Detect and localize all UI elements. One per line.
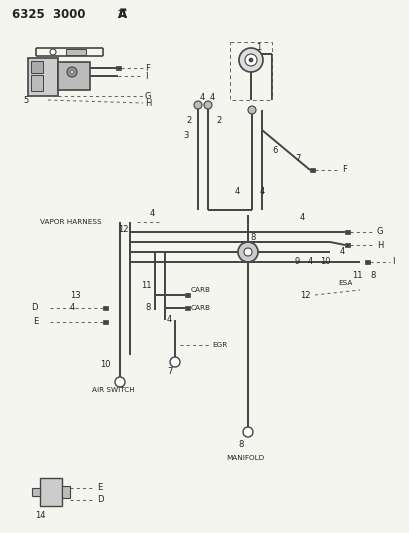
Bar	[31, 61, 43, 73]
Text: 4: 4	[339, 247, 344, 256]
Text: 8: 8	[145, 303, 150, 312]
Text: F: F	[341, 166, 346, 174]
Text: 9: 9	[294, 257, 299, 266]
Circle shape	[243, 248, 252, 256]
Bar	[28, 58, 58, 96]
Circle shape	[248, 58, 252, 62]
Text: 8: 8	[369, 271, 375, 279]
Text: 12: 12	[299, 290, 310, 300]
Circle shape	[247, 106, 255, 114]
Circle shape	[50, 49, 56, 55]
Text: A: A	[118, 7, 127, 20]
Bar	[344, 230, 349, 234]
Text: 6325  3000: 6325 3000	[12, 7, 85, 20]
Text: 6: 6	[271, 146, 277, 155]
Text: 12: 12	[118, 225, 128, 235]
Text: 8: 8	[237, 440, 243, 449]
Text: 13: 13	[70, 290, 81, 300]
Text: 4: 4	[166, 316, 172, 325]
Text: F: F	[145, 63, 150, 72]
Bar	[32, 488, 40, 496]
Text: 10: 10	[319, 257, 330, 266]
Text: E: E	[97, 483, 102, 492]
Text: 4: 4	[200, 93, 205, 101]
Circle shape	[115, 377, 125, 387]
Circle shape	[67, 67, 77, 77]
Text: AIR SWITCH: AIR SWITCH	[92, 387, 135, 393]
Bar	[66, 49, 86, 55]
Text: CARB: CARB	[191, 287, 211, 293]
Circle shape	[70, 70, 74, 74]
Bar	[364, 260, 369, 264]
Text: ESA: ESA	[337, 280, 351, 286]
Text: 4: 4	[299, 213, 305, 222]
Bar	[184, 306, 189, 310]
Circle shape	[245, 54, 256, 66]
Text: 4: 4	[307, 257, 312, 266]
Text: CARB: CARB	[191, 305, 211, 311]
Text: 5: 5	[23, 95, 28, 104]
Bar	[31, 75, 43, 91]
Text: G: G	[145, 92, 151, 101]
Text: 2: 2	[216, 116, 221, 125]
Bar	[58, 62, 90, 90]
Text: 4: 4	[209, 93, 215, 101]
Bar	[40, 478, 62, 506]
Text: VAPOR HARNESS: VAPOR HARNESS	[40, 219, 101, 225]
Text: 11: 11	[141, 280, 151, 289]
Text: 14: 14	[35, 512, 45, 521]
Text: 4: 4	[70, 303, 75, 312]
Bar	[103, 306, 108, 310]
Circle shape	[193, 101, 202, 109]
Text: 1: 1	[255, 43, 261, 52]
Circle shape	[243, 427, 252, 437]
Text: H: H	[376, 240, 382, 249]
Text: EGR: EGR	[211, 342, 227, 348]
Text: MANIFOLD: MANIFOLD	[225, 455, 264, 461]
Bar	[344, 243, 349, 247]
Text: 7: 7	[294, 154, 300, 163]
Text: 4: 4	[259, 188, 265, 197]
Text: 2: 2	[186, 116, 191, 125]
Text: 11: 11	[351, 271, 362, 279]
Circle shape	[237, 242, 257, 262]
Text: D: D	[97, 496, 103, 505]
Bar	[116, 66, 121, 70]
Text: I: I	[391, 257, 393, 266]
Text: D: D	[31, 303, 38, 312]
Bar	[229, 42, 271, 100]
Text: H: H	[145, 99, 151, 108]
Text: I: I	[145, 71, 147, 80]
Text: A̅: A̅	[118, 7, 127, 20]
Bar	[103, 320, 108, 324]
Text: E: E	[33, 318, 38, 327]
Bar	[309, 168, 314, 172]
Circle shape	[170, 357, 180, 367]
Text: 7: 7	[166, 367, 172, 376]
Circle shape	[238, 48, 262, 72]
Circle shape	[204, 101, 211, 109]
Text: 3: 3	[182, 131, 188, 140]
Text: 4: 4	[234, 188, 240, 197]
Text: 8: 8	[249, 233, 255, 243]
Bar	[62, 486, 70, 498]
Bar	[184, 293, 189, 297]
Text: 10: 10	[100, 360, 110, 369]
Text: 4: 4	[150, 209, 155, 219]
Text: G: G	[376, 228, 382, 237]
